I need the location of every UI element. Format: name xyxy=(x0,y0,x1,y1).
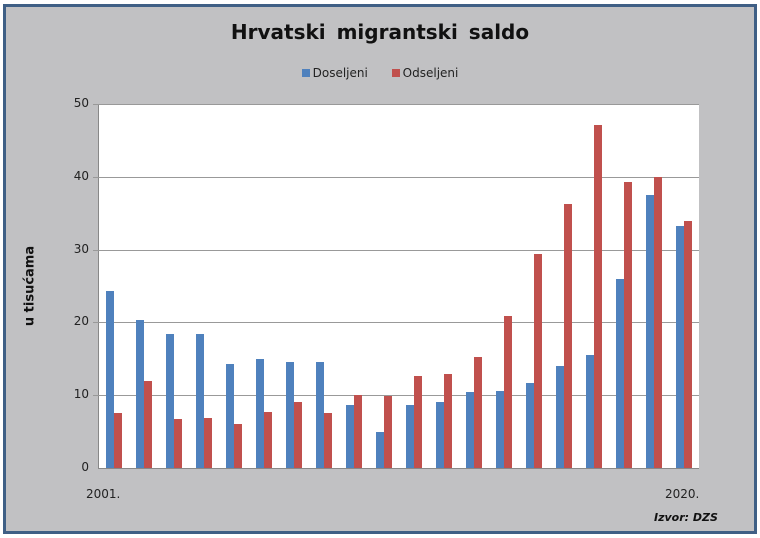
y-tick-label: 10 xyxy=(73,387,89,402)
bar-odseljeni xyxy=(654,176,662,468)
bar-odseljeni xyxy=(414,375,422,468)
legend: Doseljeni Odseljeni xyxy=(0,66,760,80)
legend-label: Odseljeni xyxy=(402,66,459,80)
gridline xyxy=(93,104,699,105)
bar-doseljeni xyxy=(646,195,654,468)
bar-doseljeni xyxy=(376,431,384,468)
legend-item-doseljeni: Doseljeni xyxy=(301,66,368,80)
bar-odseljeni xyxy=(474,356,482,468)
bar-odseljeni xyxy=(114,412,122,468)
gridline xyxy=(93,322,699,324)
bar-doseljeni xyxy=(346,405,354,468)
bar-doseljeni xyxy=(286,361,294,468)
legend-label: Doseljeni xyxy=(312,66,368,80)
x-tick-first: 2001. xyxy=(86,487,121,501)
bar-odseljeni xyxy=(384,395,392,468)
gridline xyxy=(93,176,699,178)
bar-doseljeni xyxy=(556,366,564,468)
y-tick-label: 50 xyxy=(73,96,89,110)
bar-odseljeni xyxy=(534,253,542,468)
y-tick-label: 0 xyxy=(81,460,89,474)
bar-odseljeni xyxy=(144,381,152,468)
bar-doseljeni xyxy=(406,405,414,468)
chart-title: Hrvatski migrantski saldo xyxy=(230,20,530,44)
bar-odseljeni xyxy=(684,221,692,468)
x-tick-last: 2020. xyxy=(665,487,700,501)
bar-odseljeni xyxy=(174,419,182,468)
bar-odseljeni xyxy=(564,203,572,468)
bar-odseljeni xyxy=(204,417,212,468)
bar-doseljeni xyxy=(526,382,534,468)
source-note: Izvor: DZS xyxy=(654,511,718,524)
bar-odseljeni xyxy=(444,374,452,468)
bar-doseljeni xyxy=(256,358,264,468)
bar-doseljeni xyxy=(226,363,234,468)
bar-doseljeni xyxy=(496,390,504,468)
y-tick-label: 30 xyxy=(73,241,89,256)
bar-doseljeni xyxy=(586,355,594,468)
bar-odseljeni xyxy=(504,315,512,468)
bar-odseljeni xyxy=(324,412,332,468)
bar-doseljeni xyxy=(106,291,114,468)
legend-item-odseljeni: Odseljeni xyxy=(391,66,459,80)
legend-swatch-blue xyxy=(301,69,310,77)
bar-doseljeni xyxy=(676,225,684,468)
bar-odseljeni xyxy=(294,401,302,468)
bar-odseljeni xyxy=(264,411,272,468)
bar-doseljeni xyxy=(166,334,174,468)
legend-swatch-red xyxy=(391,69,400,77)
y-tick-label: 20 xyxy=(73,314,89,329)
bar-odseljeni xyxy=(234,423,242,468)
bar-doseljeni xyxy=(316,361,324,468)
bar-odseljeni xyxy=(594,125,602,468)
bar-doseljeni xyxy=(136,320,144,468)
plot-area: 0 10 20 30 40 50 xyxy=(74,96,699,474)
bar-odseljeni xyxy=(354,395,362,468)
bar-doseljeni xyxy=(616,279,624,468)
y-tick-label: 40 xyxy=(73,168,89,183)
bar-doseljeni xyxy=(436,402,444,468)
gridline xyxy=(93,249,699,251)
y-axis-label: u tisućama xyxy=(22,245,38,327)
bar-odseljeni xyxy=(624,181,632,468)
bar-doseljeni xyxy=(466,391,474,468)
bar-doseljeni xyxy=(196,334,204,468)
gridline xyxy=(93,395,699,397)
